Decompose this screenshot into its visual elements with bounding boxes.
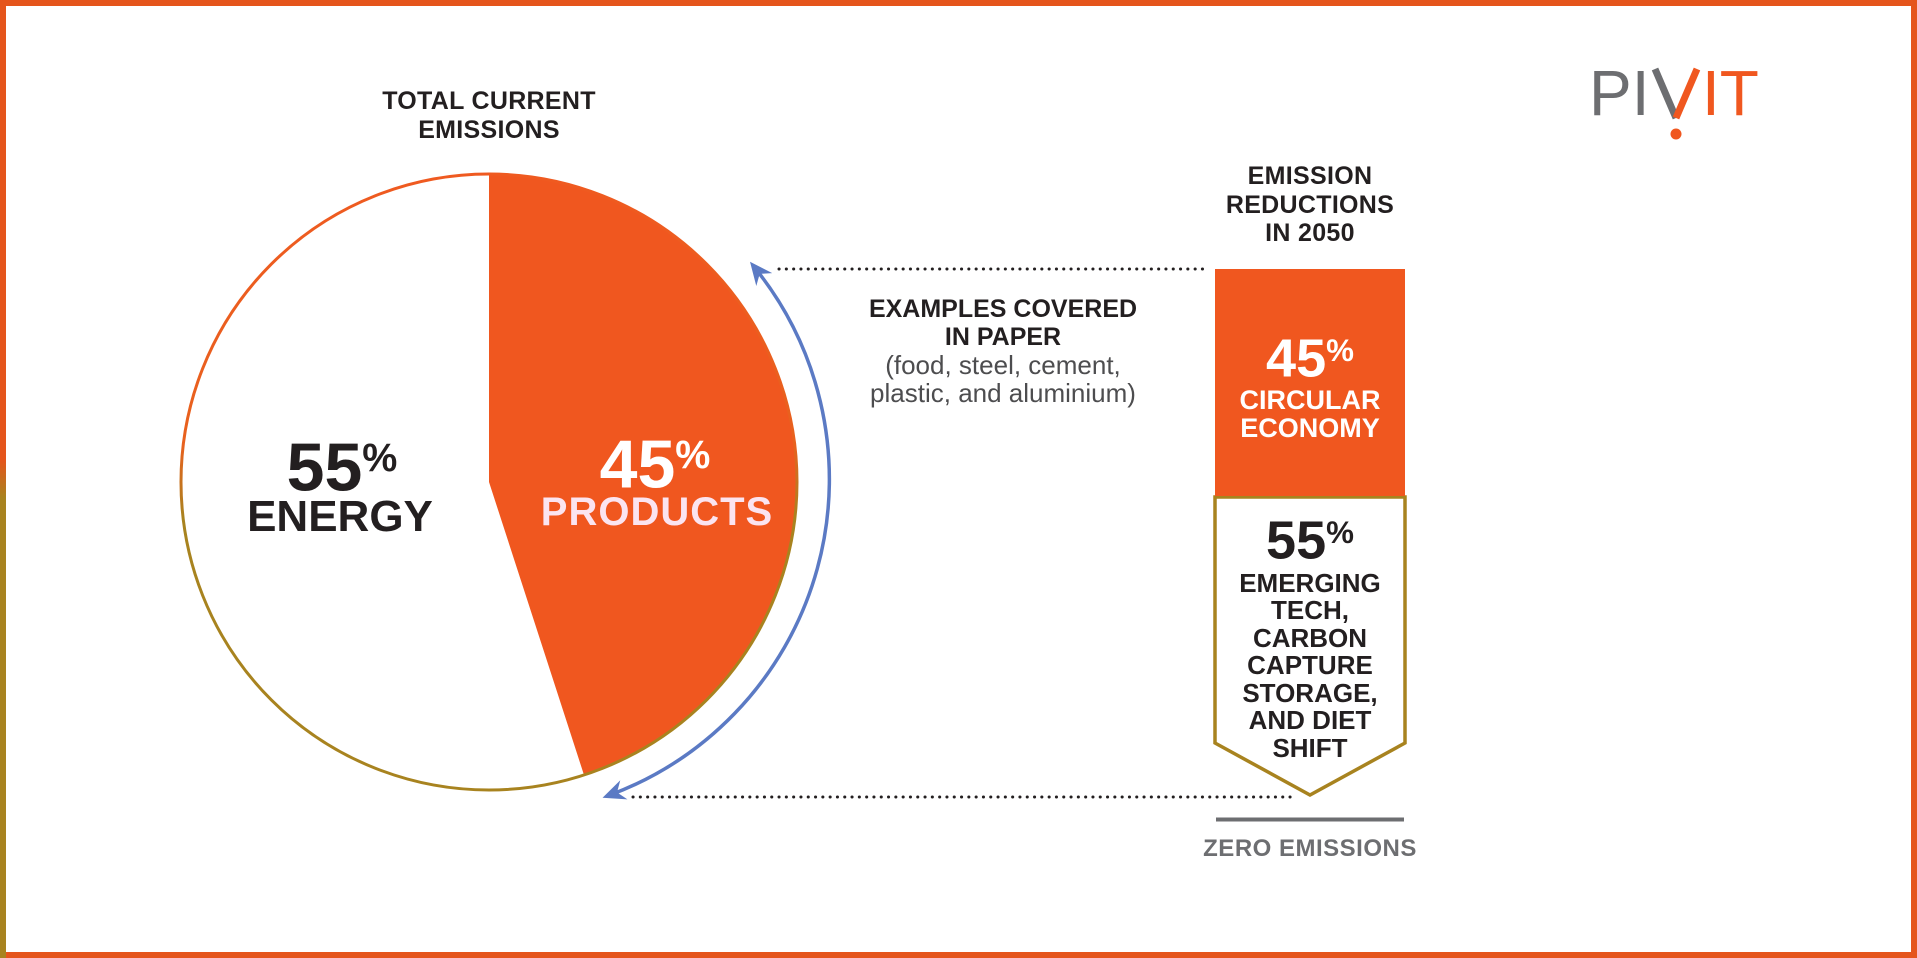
pie-title: TOTAL CURRENT EMISSIONS	[382, 87, 596, 145]
white-label-line: CAPTURE	[1247, 650, 1373, 681]
energy-value-percent: %	[362, 436, 398, 480]
products-value-number: 45	[599, 426, 676, 503]
white-label-line: CARBON	[1252, 622, 1368, 653]
emerging-value-number: 55	[1266, 510, 1327, 571]
bar-orange-segment: 45% CIRCULAR ECONOMY	[1215, 269, 1405, 496]
circular-value-number: 45	[1266, 328, 1327, 389]
zero-emissions-label: ZERO EMISSIONS	[1203, 835, 1417, 862]
bar-title-line1: EMISSION	[1247, 162, 1373, 190]
bar-title-line3: IN 2050	[1265, 219, 1355, 247]
white-label-line: TECH,	[1271, 595, 1349, 626]
white-label-line: EMERGING	[1239, 567, 1381, 598]
frame-border-left	[0, 0, 6, 958]
examples-annotation: EXAMPLES COVERED IN PAPER (food, steel, …	[869, 295, 1137, 407]
circular-label-line: ECONOMY	[1240, 413, 1380, 444]
circular-value-percent: %	[1326, 332, 1354, 368]
logo-text-gray: PI	[1589, 66, 1649, 129]
annotation-line3: (food, steel, cement,	[885, 350, 1121, 380]
pie-title-line2: EMISSIONS	[418, 116, 560, 144]
emerging-tech-value: 55%	[1266, 504, 1354, 570]
emerging-value-percent: %	[1326, 515, 1354, 550]
logo-text-orange: IT	[1702, 66, 1759, 129]
logo-v-left-stroke	[1651, 67, 1680, 120]
frame-border-right	[1911, 0, 1917, 958]
products-value-percent: %	[675, 433, 711, 477]
bar-white-pennant	[1213, 495, 1407, 797]
white-label-line: AND DIET	[1248, 705, 1372, 736]
white-label-line: STORAGE,	[1242, 677, 1378, 708]
products-span-arrow	[602, 261, 832, 800]
annotation-line2: IN PAPER	[944, 323, 1062, 351]
pie-energy-value: 55%	[287, 424, 398, 502]
pie-title-line1: TOTAL CURRENT	[382, 87, 596, 115]
bar-white-segment-text: 55% EMERGING TECH, CARBON CAPTURE STORAG…	[1215, 504, 1405, 762]
white-label-line: SHIFT	[1272, 732, 1348, 763]
logo-v-right-stroke	[1672, 67, 1701, 120]
pie-circle-outline	[179, 172, 799, 792]
pivit-logo: PI IT	[1589, 66, 1759, 140]
pie-energy-label: ENERGY	[247, 492, 433, 541]
bar-title: EMISSION REDUCTIONS IN 2050	[1226, 162, 1394, 248]
frame-border-top	[0, 0, 1917, 6]
pie-products-label: PRODUCTS	[540, 490, 774, 534]
logo-dot-icon	[1670, 128, 1682, 140]
frame-border-bottom	[0, 952, 1917, 958]
pie-products-value: 45%	[600, 421, 711, 499]
bar-title-line2: REDUCTIONS	[1225, 190, 1395, 219]
annotation-line4: plastic, and aluminium)	[870, 378, 1136, 408]
annotation-line1: EXAMPLES COVERED	[868, 295, 1138, 323]
circular-economy-value: 45%	[1266, 323, 1354, 389]
circular-label-line: CIRCULAR	[1239, 385, 1381, 416]
energy-value-number: 55	[286, 429, 363, 506]
